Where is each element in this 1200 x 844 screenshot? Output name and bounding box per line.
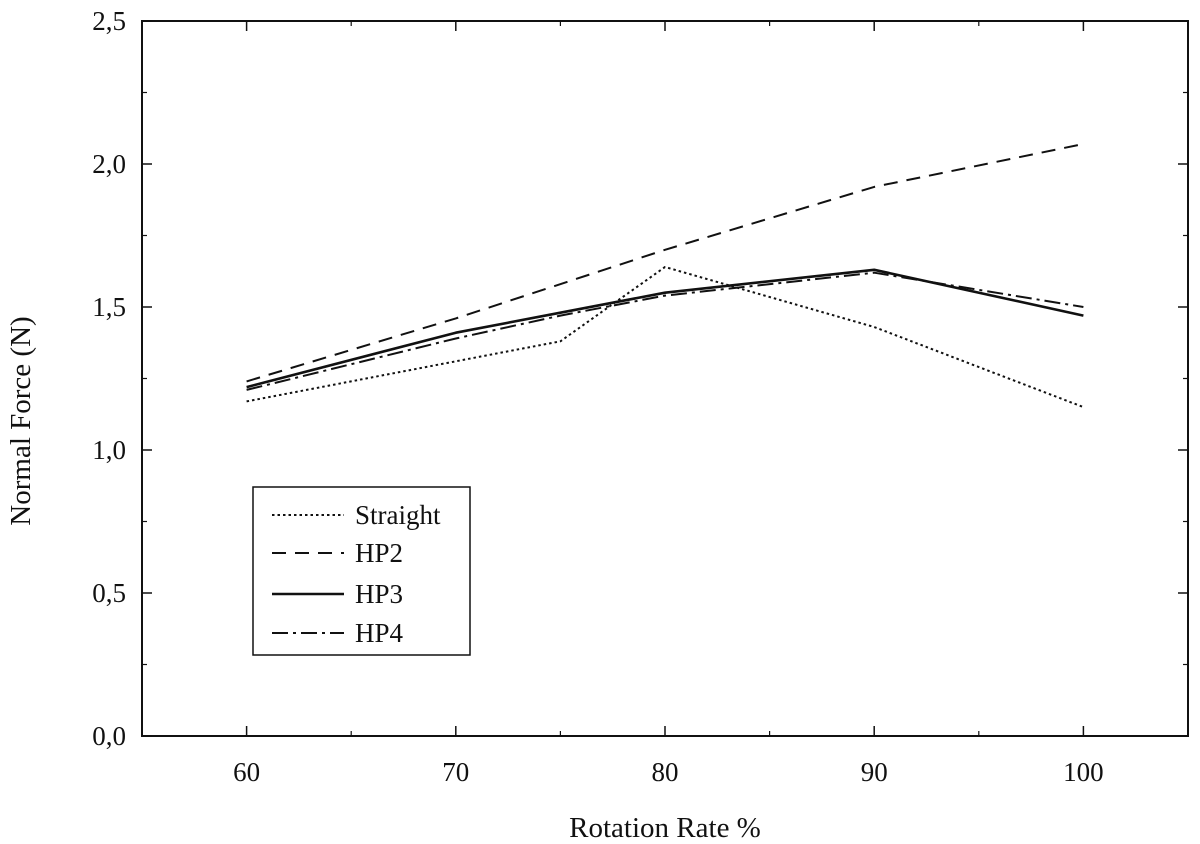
x-axis-label: Rotation Rate % xyxy=(569,812,761,844)
y-tick-label: 0,5 xyxy=(92,578,126,608)
y-axis-label: Normal Force (N) xyxy=(5,316,37,525)
x-tick-label: 60 xyxy=(233,757,260,787)
series-line-hp4 xyxy=(246,271,1084,391)
legend-label-hp4: HP4 xyxy=(355,618,404,648)
legend-label-straight: Straight xyxy=(355,500,441,530)
x-tick-label: 80 xyxy=(652,757,679,787)
series-line-straight xyxy=(246,266,1084,409)
series-line-hp3 xyxy=(246,268,1084,389)
y-tick-label: 1,0 xyxy=(92,435,126,465)
y-tick-label: 2,0 xyxy=(92,149,126,179)
x-tick-label: 90 xyxy=(861,757,888,787)
legend: Straight HP2 HP3 HP4 xyxy=(252,486,471,656)
axis-ticks xyxy=(142,20,1188,737)
legend-label-hp3: HP3 xyxy=(355,579,403,609)
x-tick-label: 100 xyxy=(1063,757,1104,787)
y-tick-label: 0,0 xyxy=(92,721,126,751)
tick-labels: 60 70 80 90 100 0,0 0,5 1,0 1,5 2,0 2,5 xyxy=(92,6,1103,787)
legend-label-hp2: HP2 xyxy=(355,538,403,568)
data-series xyxy=(246,143,1084,409)
y-tick-label: 1,5 xyxy=(92,292,126,322)
series-line-hp2 xyxy=(246,143,1084,383)
x-tick-label: 70 xyxy=(442,757,469,787)
y-tick-label: 2,5 xyxy=(92,6,126,36)
